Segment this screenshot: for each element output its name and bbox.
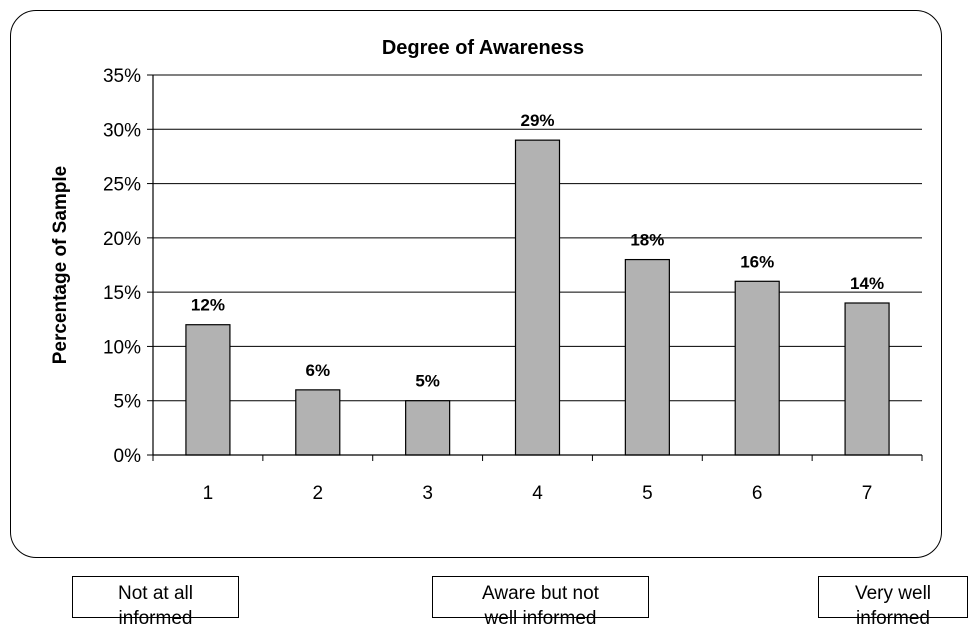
data-label-6: 16% (740, 252, 774, 271)
x-tick-label: 7 (862, 483, 873, 504)
scale-label-mid: Aware but not well informed (432, 576, 649, 629)
y-tick-label: 5% (114, 392, 142, 413)
y-tick-label: 0% (114, 446, 142, 467)
y-tick-label: 35% (103, 66, 141, 87)
bar-5 (624, 258, 670, 456)
bar-4 (514, 139, 561, 456)
bar-3 (405, 400, 451, 456)
x-tick-label: 4 (532, 483, 543, 504)
chart-frame (10, 10, 942, 558)
data-label-1: 12% (191, 296, 225, 315)
y-axis-label: Percentage of Sample (50, 166, 71, 365)
bar-1 (185, 324, 231, 456)
bar-chart: Degree of Awareness Percentage of Sample… (50, 37, 923, 504)
data-label-4: 29% (520, 111, 554, 130)
chart-title: Degree of Awareness (382, 37, 584, 59)
x-tick-label: 3 (422, 483, 433, 504)
bar-6 (734, 280, 780, 456)
y-tick-label: 25% (103, 175, 141, 196)
bars (185, 139, 890, 456)
y-tick-label: 30% (103, 120, 141, 141)
bar-2 (295, 389, 341, 456)
data-label-5: 18% (630, 231, 664, 250)
x-tick-label: 2 (312, 483, 323, 504)
x-tick-label: 1 (203, 483, 214, 504)
scale-label-low: Not at all informed (72, 576, 239, 629)
data-labels: 12% 6% 5% 29% 18% 16% 14% (191, 111, 884, 391)
x-tick-label: 6 (752, 483, 763, 504)
y-tick-label: 15% (103, 283, 141, 304)
y-tick-label: 10% (103, 337, 141, 358)
data-label-3: 5% (415, 372, 440, 391)
y-tick-label: 20% (103, 229, 141, 250)
data-label-7: 14% (850, 274, 884, 293)
axes (147, 74, 923, 461)
scale-label-high: Very well informed (818, 576, 968, 629)
bar-7 (844, 302, 890, 456)
data-label-2: 6% (305, 361, 330, 380)
tick-labels: 0% 5% 10% 15% 20% 25% 30% 35% 1 2 3 4 5 6 7 (103, 66, 872, 504)
x-tick-label: 5 (642, 483, 653, 504)
